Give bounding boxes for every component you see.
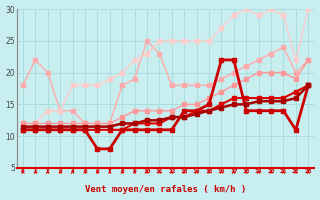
X-axis label: Vent moyen/en rafales ( km/h ): Vent moyen/en rafales ( km/h ) [85, 185, 246, 194]
